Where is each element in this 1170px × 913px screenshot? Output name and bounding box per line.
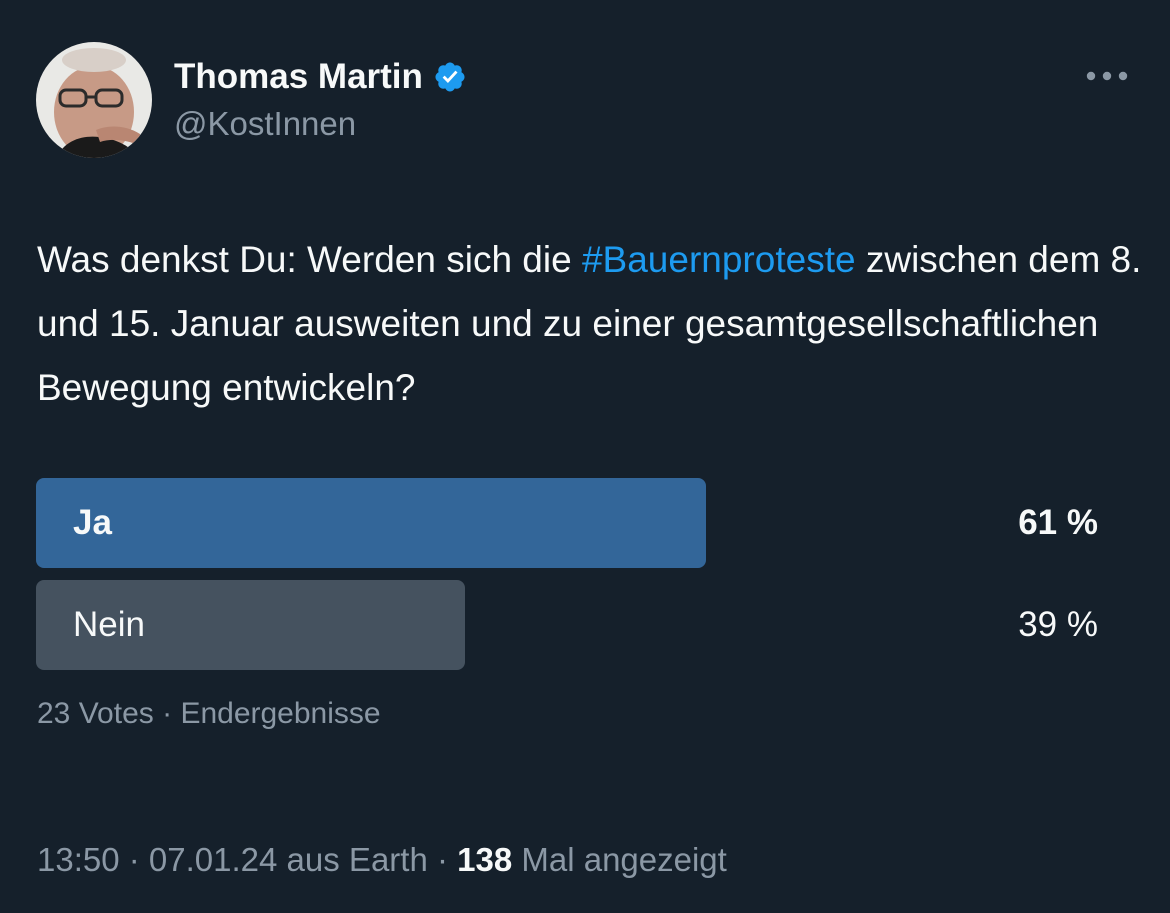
poll-option-label: Ja — [73, 503, 112, 542]
tweet-text-before: Was denkst Du: Werden sich die — [37, 239, 582, 280]
poll-meta-separator: · — [153, 697, 181, 730]
poll-option-ja: Ja 61 % — [36, 478, 1098, 568]
tweet-source: aus Earth — [277, 841, 428, 878]
poll-votes: 23 Votes — [37, 697, 154, 730]
hashtag-link[interactable]: #Bauernproteste — [581, 239, 856, 280]
more-button[interactable] — [1080, 58, 1134, 94]
tweet-time[interactable]: 13:50 — [37, 841, 120, 878]
avatar[interactable] — [36, 42, 152, 158]
views-label: Mal angezeigt — [512, 841, 727, 878]
poll-option-percent: 61 % — [1018, 503, 1098, 542]
tweet-date[interactable]: 07.01.24 — [148, 841, 278, 878]
views-count: 138 — [457, 841, 513, 878]
footer-separator: · — [119, 841, 149, 878]
tweet-text: Was denkst Du: Werden sich die #Bauernpr… — [37, 228, 1147, 420]
poll-option-nein: Nein 39 % — [36, 580, 1098, 670]
poll-option-percent: 39 % — [1018, 605, 1098, 644]
poll-bar — [36, 580, 465, 670]
author-display-name[interactable]: Thomas Martin — [174, 57, 423, 96]
poll-option-label: Nein — [73, 605, 145, 644]
poll-bar — [36, 478, 706, 568]
tweet-footer: 13:50 · 07.01.24 aus Earth · 138 Mal ang… — [37, 836, 727, 884]
author-handle[interactable]: @KostInnen — [174, 105, 357, 142]
verified-badge-icon[interactable] — [433, 60, 467, 94]
footer-separator: · — [427, 841, 458, 878]
author-name-row: Thomas Martin — [174, 55, 467, 99]
tweet-text-after: zwischen dem 8. und 15. Januar ausweiten… — [37, 239, 1142, 408]
avatar-image — [36, 42, 152, 158]
poll-status: Endergebnisse — [180, 697, 381, 730]
more-dots-icon — [1086, 71, 1128, 81]
poll-meta: 23 Votes · Endergebnisse — [37, 692, 381, 736]
